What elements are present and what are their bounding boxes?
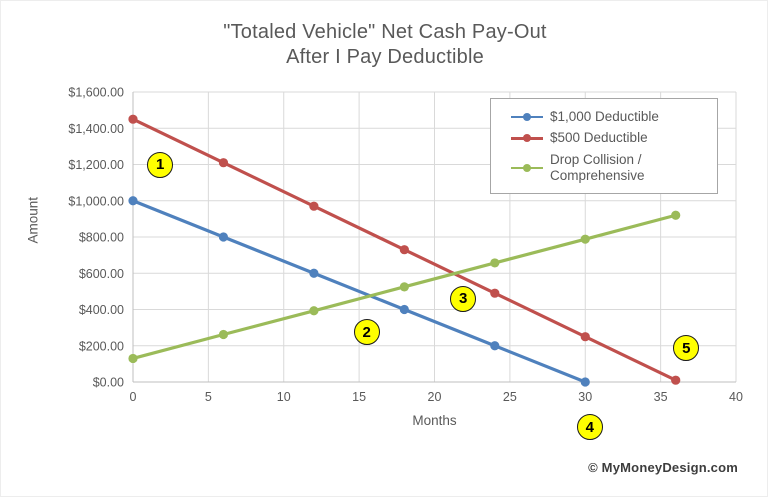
- x-tick-label: 35: [654, 390, 668, 404]
- legend-line-marker-swatch: [511, 133, 543, 143]
- legend-item-2: Drop Collision / Comprehensive: [511, 152, 711, 184]
- legend-item-label: Drop Collision / Comprehensive: [550, 151, 645, 183]
- annotation-callout-2: 2: [353, 319, 380, 346]
- data-point-marker: [490, 288, 500, 298]
- data-point-marker: [128, 353, 138, 364]
- x-tick-label: 25: [503, 390, 517, 404]
- data-point-marker: [128, 196, 138, 206]
- y-tick-label: $200.00: [79, 339, 124, 353]
- annotation-callout-5: 5: [673, 335, 700, 362]
- data-point-marker: [309, 306, 319, 316]
- data-point-marker: [490, 258, 500, 268]
- data-point-marker: [218, 329, 229, 340]
- annotation-callout-4: 4: [576, 414, 603, 441]
- data-point-marker: [399, 282, 409, 292]
- y-tick-label: $1,600.00: [68, 86, 124, 100]
- data-point-marker: [128, 114, 138, 124]
- legend: $1,000 Deductible $500 Deductible Drop Col…: [490, 98, 718, 194]
- x-tick-label: 40: [729, 390, 743, 404]
- legend-item-1: $500 Deductible: [511, 130, 711, 146]
- y-tick-label: $1,200.00: [68, 158, 124, 172]
- chart-title-line2: After I Pay Deductible: [286, 46, 484, 68]
- x-tick-label: 10: [277, 390, 291, 404]
- data-point-marker: [399, 304, 409, 315]
- data-point-marker: [580, 377, 590, 387]
- data-point-marker: [399, 245, 409, 255]
- y-tick-label: $400.00: [79, 303, 124, 317]
- data-point-marker: [218, 232, 229, 242]
- data-point-marker: [218, 158, 229, 168]
- y-tick-label: $1,000.00: [68, 194, 124, 208]
- annotation-callout-1: 1: [147, 151, 174, 178]
- copyright-watermark: © MyMoneyDesign.com: [588, 460, 738, 475]
- y-tick-label: $600.00: [79, 267, 124, 281]
- data-point-marker: [580, 234, 590, 244]
- legend-item-0: $1,000 Deductible: [511, 109, 711, 125]
- data-point-marker: [490, 341, 500, 351]
- legend-line-marker-swatch: [511, 163, 543, 173]
- x-tick-label: 15: [352, 390, 366, 404]
- chart-title-line1: "Totaled Vehicle" Net Cash Pay-Out: [223, 21, 547, 43]
- x-tick-label: 5: [205, 390, 212, 404]
- x-axis-title: Months: [412, 413, 457, 428]
- y-tick-label: $0.00: [93, 376, 124, 390]
- data-point-marker: [309, 268, 319, 278]
- data-point-marker: [309, 201, 319, 211]
- data-point-marker: [671, 375, 681, 385]
- data-point-marker: [580, 332, 590, 342]
- legend-line-marker-swatch: [511, 112, 543, 122]
- y-tick-label: $800.00: [79, 231, 124, 245]
- legend-item-label: $1,000 Deductible: [550, 108, 659, 124]
- annotation-callout-3: 3: [450, 285, 477, 312]
- x-tick-label: 30: [578, 390, 592, 404]
- data-point-marker: [671, 210, 681, 220]
- series-line-0: [131, 199, 587, 384]
- chart-title: "Totaled Vehicle" Net Cash Pay-Out After…: [1, 20, 767, 70]
- x-tick-label: 20: [428, 390, 442, 404]
- legend-item-label: $500 Deductible: [550, 130, 648, 145]
- x-tick-label: 0: [130, 390, 137, 404]
- y-tick-label: $1,400.00: [68, 122, 124, 136]
